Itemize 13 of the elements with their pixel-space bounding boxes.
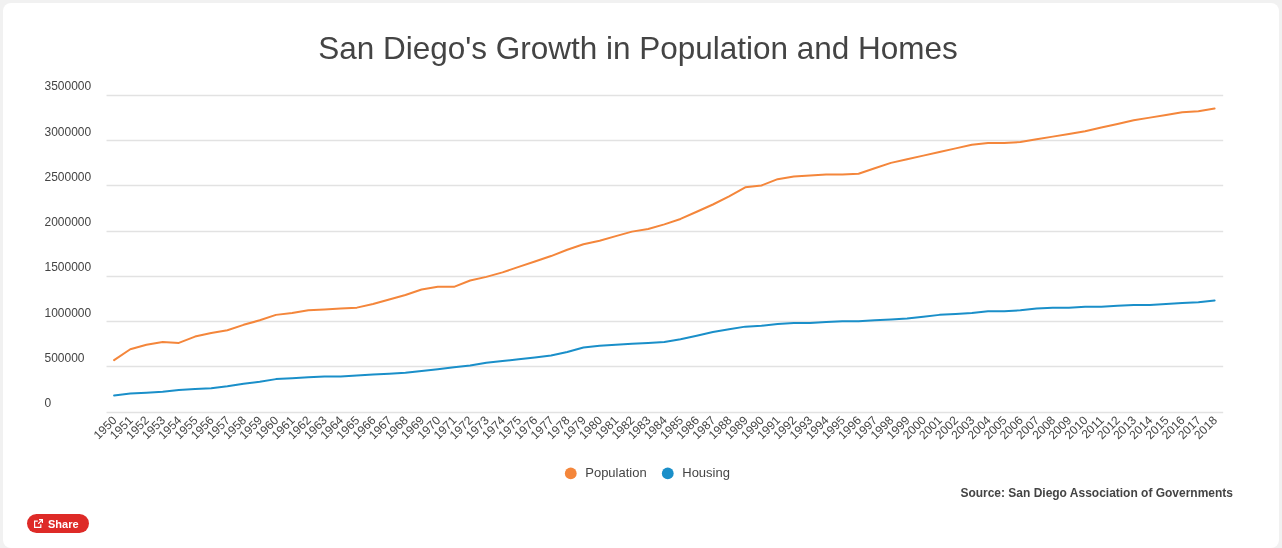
y-tick-label: 2500000 <box>44 169 92 184</box>
chart-title: San Diego's Growth in Population and Homes <box>318 30 958 67</box>
y-tick-label: 500000 <box>44 350 85 365</box>
y-tick-label: 2000000 <box>44 215 92 230</box>
source-note: Source: San Diego Association of Governments <box>960 485 1234 500</box>
share-button: Share <box>27 514 89 533</box>
y-tick-label: 0 <box>44 396 52 411</box>
legend-label: Population <box>585 465 647 481</box>
y-tick-label: 3000000 <box>44 124 92 139</box>
legend-label: Housing <box>682 465 730 481</box>
y-tick-label: 1500000 <box>44 260 92 275</box>
y-tick-label: 1000000 <box>44 305 92 320</box>
y-tick-label: 3500000 <box>44 79 92 94</box>
